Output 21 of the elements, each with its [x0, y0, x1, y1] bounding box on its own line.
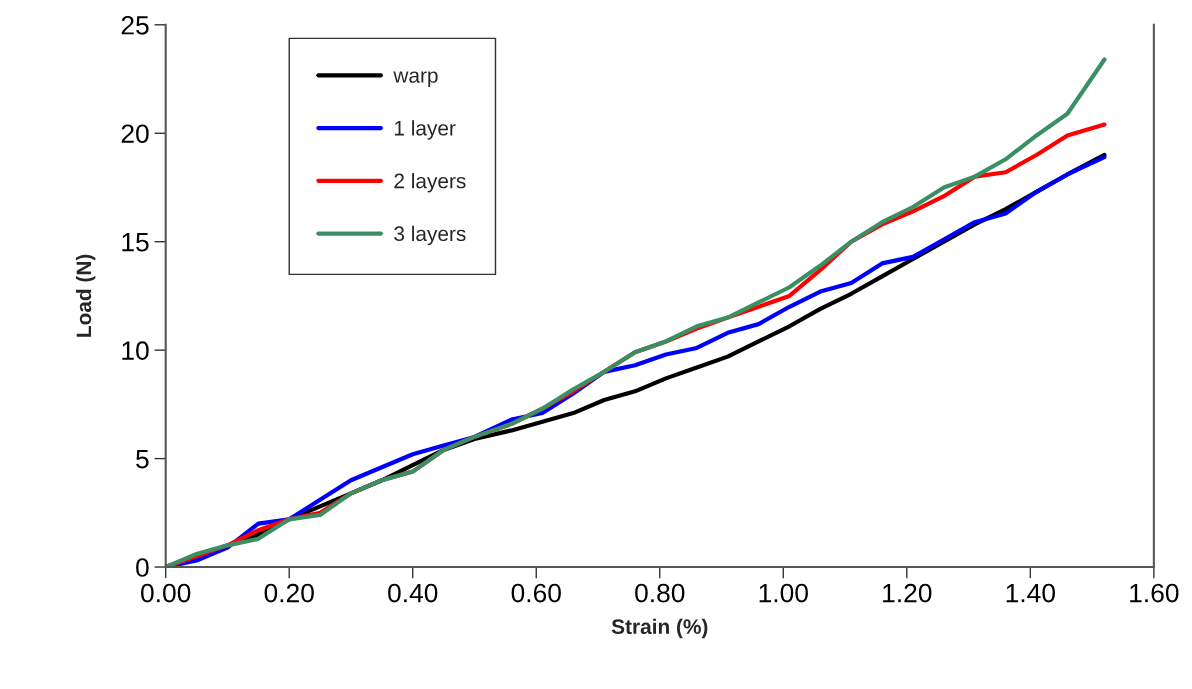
- y-tick-label: 20: [121, 124, 149, 144]
- legend-label: 1 layer: [394, 120, 456, 140]
- x-tick-label: 0.20: [264, 583, 314, 603]
- y-tick-label: 15: [122, 233, 149, 252]
- x-tick-label: 1.20: [883, 583, 932, 603]
- x-tick-label: 0.40: [388, 583, 438, 603]
- x-tick-label: 1.60: [1130, 583, 1179, 603]
- legend-label: 3 layers: [394, 225, 466, 246]
- x-tick-label: 0.60: [511, 583, 561, 603]
- legend-label: 2 layers: [394, 173, 466, 193]
- x-tick-label: 0.00: [141, 583, 191, 603]
- legend-label: warp: [393, 71, 438, 87]
- y-tick-label: 25: [121, 15, 149, 35]
- x-tick-label: 1.00: [759, 583, 808, 603]
- x-axis-title: Strain (%): [611, 618, 708, 639]
- x-tick-label: 1.40: [1006, 583, 1055, 603]
- y-tick-label: 5: [136, 450, 149, 469]
- y-tick-label: 0: [136, 558, 149, 577]
- y-tick-label: 10: [122, 341, 149, 360]
- y-axis-title: Load (N): [75, 254, 96, 337]
- x-tick-label: 0.80: [635, 583, 685, 603]
